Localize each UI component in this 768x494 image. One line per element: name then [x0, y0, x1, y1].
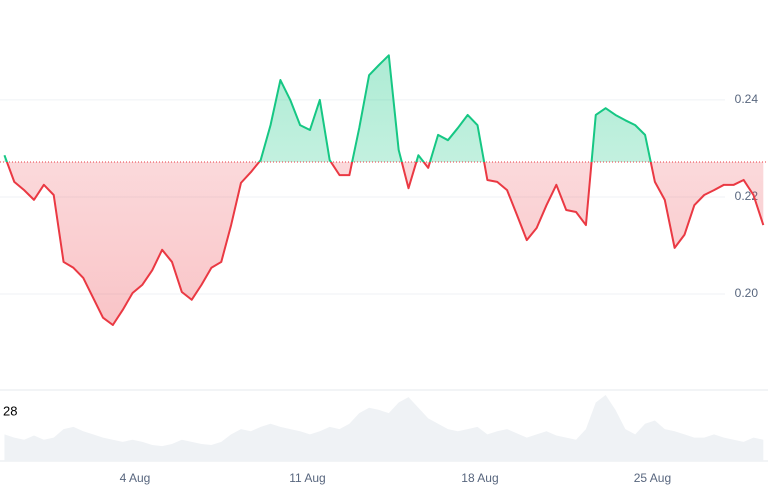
x-tick-label: 18 Aug [461, 471, 498, 485]
x-tick-label: 25 Aug [634, 471, 671, 485]
y-tick-label: 0.20 [735, 286, 759, 300]
area-down [4, 162, 764, 325]
volume-area [4, 395, 764, 461]
x-tick-label: 4 Aug [120, 471, 151, 485]
x-tick-label: 11 Aug [289, 471, 325, 485]
volume-label: 28 [3, 403, 17, 418]
price-line-down [5, 162, 765, 326]
y-tick-label: 0.24 [735, 92, 759, 106]
price-line-up [3, 54, 652, 163]
